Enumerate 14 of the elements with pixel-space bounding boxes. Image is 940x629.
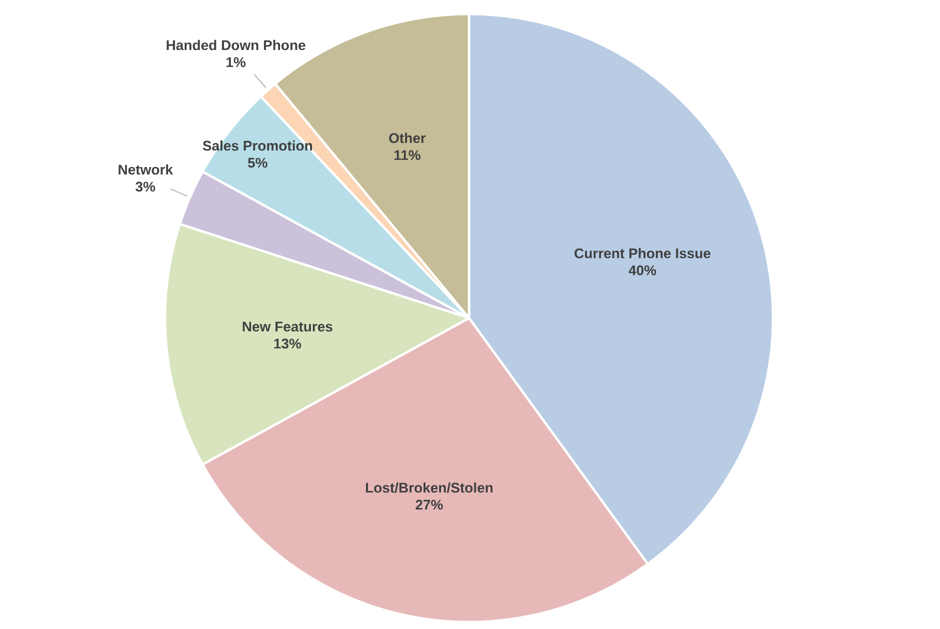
data-label: 11% (394, 150, 420, 160)
data-label: 5% (248, 158, 268, 168)
data-label: 3% (136, 182, 156, 192)
slice-label: Other (389, 132, 426, 144)
slice-label: Network (118, 164, 173, 175)
data-label: 40% (628, 265, 656, 276)
slice-label: Lost/Broken/Stolen (366, 482, 493, 493)
slice-label: Handed Down Phone (166, 40, 306, 50)
slice-label: New Features (242, 322, 332, 332)
data-label: 27% (416, 500, 443, 510)
slice-label: Current Phone Issue (574, 248, 710, 258)
slice-label: Sales Promotion (202, 140, 312, 151)
data-label: 1% (226, 57, 246, 68)
data-label: 13% (274, 338, 302, 349)
